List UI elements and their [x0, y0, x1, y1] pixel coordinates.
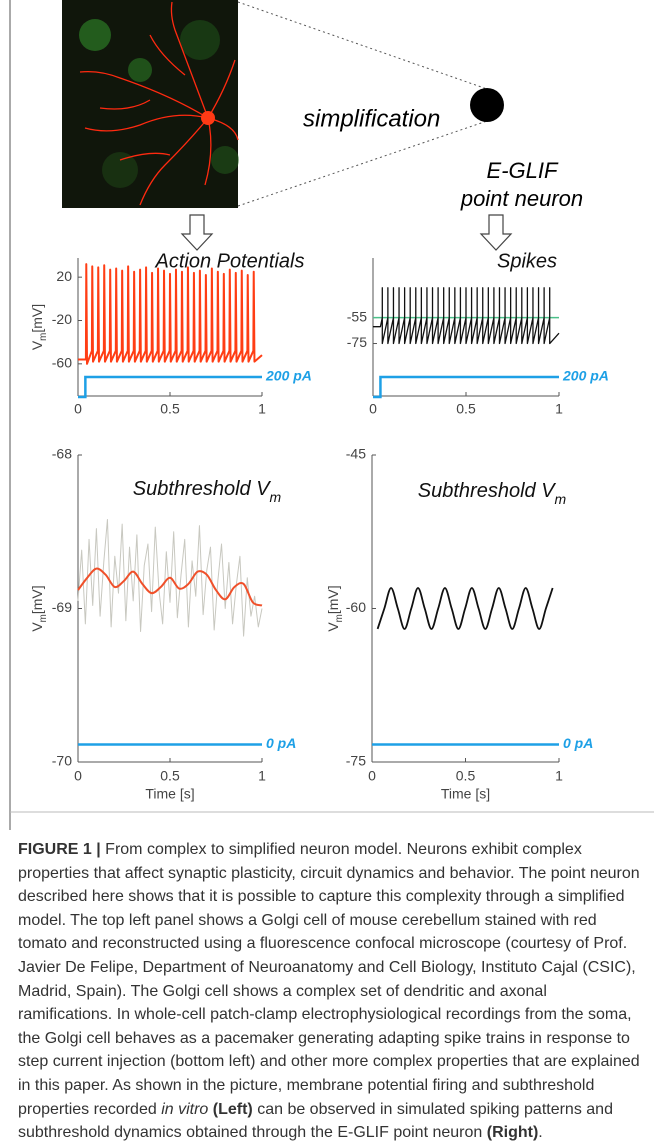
- panel-title-part: m: [555, 491, 567, 507]
- point-neuron: [470, 88, 504, 122]
- x-tick-label: 0.5: [456, 768, 476, 784]
- y-axis-label-part: [mV]: [29, 304, 45, 333]
- y-tick-label: -45: [346, 446, 366, 462]
- x-tick-label: 1: [258, 768, 266, 784]
- y-axis-label: Vm[mV]: [29, 585, 49, 631]
- dotted-link: [238, 2, 487, 89]
- caption-text: .: [538, 1124, 542, 1141]
- simplification-label: simplification: [303, 105, 440, 132]
- y-axis-label-part: [mV]: [29, 585, 45, 614]
- figure: simplification E-GLIF point neuron 20 -20…: [0, 0, 654, 830]
- y-axis-label: Vm[mV]: [325, 585, 345, 631]
- current-label: 0 pA: [266, 735, 296, 751]
- model-kind: point neuron: [460, 186, 583, 211]
- caption: FIGURE 1 | From complex to simplified ne…: [18, 838, 642, 1145]
- caption-text: in vitro: [161, 1101, 208, 1118]
- trace: [373, 288, 559, 344]
- y-tick-label: 20: [56, 268, 72, 284]
- current-label: 200 pA: [265, 368, 312, 384]
- micrograph: [62, 0, 239, 208]
- y-axis-label-part: [mV]: [325, 585, 341, 614]
- panel-title-part: m: [270, 489, 282, 505]
- panel-title: Action Potentials: [155, 250, 305, 272]
- y-axis-label-part: m: [38, 333, 49, 341]
- trace: [378, 588, 553, 629]
- x-tick-label: 1: [555, 768, 563, 784]
- dotted-link: [238, 121, 487, 206]
- arrow: [481, 215, 511, 250]
- x-tick-label: 1: [555, 401, 563, 417]
- caption-text: FIGURE 1 |: [18, 841, 101, 858]
- x-tick-label: 0.5: [160, 401, 180, 417]
- x-tick-label: 0: [369, 401, 377, 417]
- y-tick-label: -75: [346, 753, 366, 769]
- x-tick-label: 1: [258, 401, 266, 417]
- y-tick-label: -60: [346, 599, 366, 615]
- x-tick-label: 0.5: [456, 401, 476, 417]
- x-tick-label: 0: [74, 401, 82, 417]
- y-tick-label: -70: [52, 753, 72, 769]
- y-tick-label: -75: [347, 334, 367, 350]
- page: {"diagram": {"simplification": "simplifi…: [0, 0, 654, 1103]
- y-tick-label: -55: [347, 308, 367, 324]
- panel-title: Subthreshold Vm: [418, 480, 567, 506]
- y-tick-label: -20: [52, 311, 72, 327]
- x-tick-label: 0: [368, 768, 376, 784]
- x-axis-label: Time [s]: [441, 786, 490, 802]
- panel-title-part: Subthreshold V: [418, 480, 556, 502]
- x-tick-label: 0: [74, 768, 82, 784]
- panel-title: Subthreshold Vm: [133, 478, 282, 504]
- y-axis-label-part: m: [38, 614, 49, 622]
- panel-title: Spikes: [497, 250, 557, 272]
- x-axis-label: Time [s]: [145, 786, 194, 802]
- caption-text: (Left): [208, 1101, 252, 1118]
- y-tick-label: -68: [52, 446, 72, 462]
- y-tick-label: -60: [52, 355, 72, 371]
- current-label: 200 pA: [562, 368, 609, 384]
- y-axis-label: Vm[mV]: [29, 304, 49, 350]
- x-tick-label: 0.5: [160, 768, 180, 784]
- y-tick-label: -69: [52, 599, 72, 615]
- y-axis-label-part: m: [334, 614, 345, 622]
- panel-title-part: Subthreshold V: [133, 478, 271, 500]
- caption-text: (Right): [487, 1124, 539, 1141]
- model-name: E-GLIF: [487, 158, 559, 183]
- trace: [78, 264, 262, 364]
- caption-text: From complex to simplified neuron model.…: [18, 841, 640, 1118]
- arrow: [182, 215, 212, 250]
- current-label: 0 pA: [563, 735, 593, 751]
